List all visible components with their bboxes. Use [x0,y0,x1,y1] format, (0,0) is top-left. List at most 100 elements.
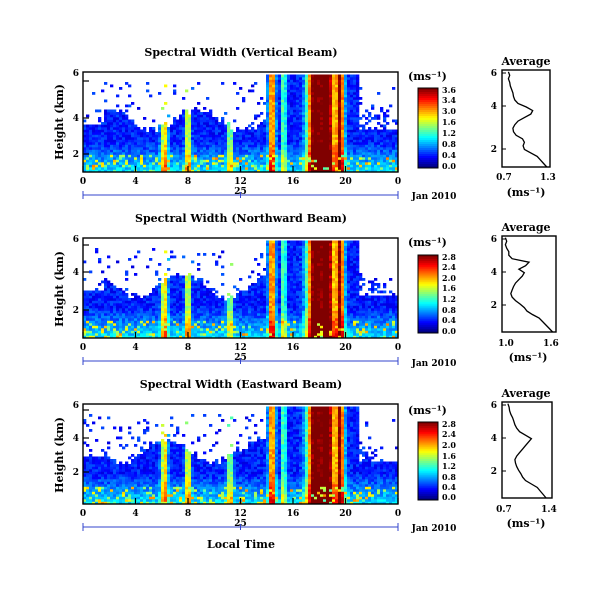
heatmap-cell [320,159,324,163]
heatmap-cell [227,139,231,143]
heatmap-cell [194,293,198,296]
heatmap-cell [263,124,267,128]
heatmap-cell [347,134,351,138]
heatmap-cell [209,132,213,135]
heatmap-cell [305,74,309,78]
heatmap-cell [143,300,147,304]
heatmap-cell [101,330,105,334]
heatmap-cell [131,154,135,158]
heatmap-cell [359,152,363,155]
heatmap-cell [341,104,345,108]
heatmap-cell [140,147,144,150]
heatmap-cell [377,114,381,118]
heatmap-cell [194,333,198,336]
heatmap-cell [248,293,252,296]
heatmap-cell [329,127,333,130]
heatmap-cell [86,333,90,336]
heatmap-cell [134,164,138,168]
heatmap-cell [275,295,279,299]
heatmap-cell [107,305,111,309]
heatmap-cell [320,139,324,143]
heatmap-cell [281,305,285,309]
heatmap-cell [116,94,120,98]
heatmap-cell [380,147,384,150]
heatmap-cell [353,94,357,98]
heatmap-cell [281,159,285,163]
heatmap-cell [323,335,327,339]
heatmap-cell [179,117,183,120]
heatmap-cell [305,144,309,148]
heatmap-cell [317,154,321,158]
heatmap-cell [260,283,264,286]
heatmap-cell [308,315,312,319]
heatmap-cell [272,298,276,301]
heatmap-cell [182,97,186,100]
heatmap-cell [362,124,366,128]
heatmap-cell [188,129,192,133]
heatmap-cell [104,285,108,289]
heatmap-cell [182,144,186,148]
heatmap-cell [164,280,168,284]
heatmap-cell [308,147,312,150]
heatmap-cell [236,305,240,309]
heatmap-cell [266,124,270,128]
heatmap-cell [269,265,273,269]
heatmap-cell [149,300,153,304]
heatmap-cell [365,122,369,125]
heatmap-cell [359,87,363,90]
heatmap-cell [353,134,357,138]
heatmap-cell [107,295,111,299]
heatmap-cell [101,127,105,130]
heatmap-cell [392,169,396,173]
heatmap-cell [182,290,186,294]
heatmap-cell [335,89,339,93]
heatmap-cell [287,82,291,85]
heatmap-cell [113,308,117,311]
heatmap-cell [89,162,93,165]
heatmap-cell [119,315,123,319]
heatmap-cell [104,164,108,168]
heatmap-cell [128,313,132,316]
heatmap-cell [245,134,249,138]
heatmap-cell [347,129,351,133]
heatmap-cell [143,328,147,331]
heatmap-cell [284,245,288,249]
heatmap-cell [296,333,300,336]
heatmap-cell [266,295,270,299]
heatmap-cell [242,323,246,326]
heatmap-cell [110,285,114,289]
heatmap-cell [98,127,102,130]
heatmap-cell [140,310,144,314]
heatmap-cell [89,152,93,155]
heatmap-cell [236,144,240,148]
heatmap-cell [101,132,105,135]
heatmap-cell [161,288,165,291]
heatmap-cell [137,162,141,165]
heatmap-cell [278,102,282,105]
heatmap-cell [242,295,246,299]
heatmap-cell [134,154,138,158]
heatmap-cell [212,137,216,140]
heatmap-cell [299,273,303,276]
heatmap-cell [296,308,300,311]
heatmap-cell [281,114,285,118]
heatmap-cell [311,330,315,334]
heatmap-cell [284,142,288,145]
heatmap-cell [83,335,87,339]
heatmap-cell [203,323,207,326]
heatmap-cell [305,169,309,173]
heatmap-cell [122,169,126,173]
heatmap-cell [131,320,135,324]
heatmap-cell [275,127,279,130]
heatmap-cell [209,144,213,148]
heatmap-cell [341,109,345,113]
colorbar-segment [418,140,438,143]
heatmap-cell [206,152,210,155]
heatmap-cell [242,330,246,334]
heatmap-cell [254,320,258,324]
heatmap-cell [299,315,303,319]
heatmap-cell [161,129,165,133]
heatmap-cell [377,159,381,163]
average-profile: Average 2 4 6 0.7 1.3 (ms⁻¹) [491,55,556,199]
heatmap-cell [194,117,198,120]
